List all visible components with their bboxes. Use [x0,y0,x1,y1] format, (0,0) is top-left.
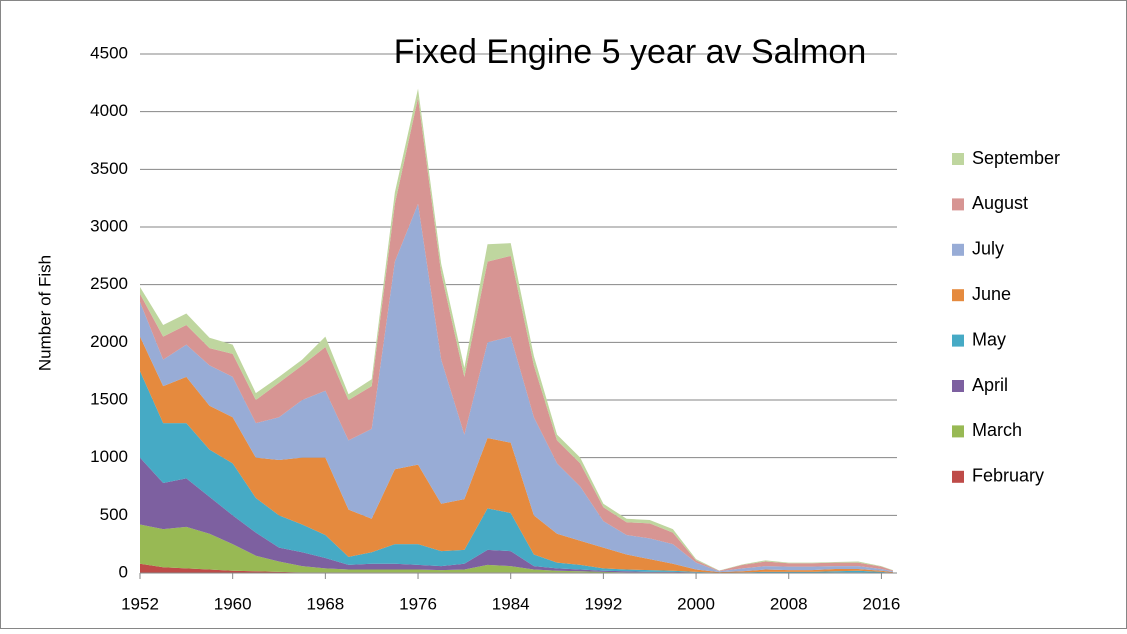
x-tick-label: 1960 [214,594,252,613]
area [140,524,893,573]
x-tick-label: 2016 [863,594,901,613]
legend-label: July [972,239,1004,259]
legend-label: April [972,375,1008,395]
y-tick-label: 1000 [90,447,128,466]
x-tick-label: 1968 [306,594,344,613]
x-tick-label: 2008 [770,594,808,613]
legend-swatch [952,289,964,302]
x-tick-label: 1976 [399,594,437,613]
legend-swatch [952,380,964,392]
y-tick-label: 2000 [90,332,128,351]
legend-swatch [952,470,964,483]
legend-label: May [972,329,1006,349]
legend-label: February [972,466,1044,486]
legend-label: August [972,193,1028,213]
legend-swatch [952,198,964,211]
chart-title: Fixed Engine 5 year av Salmon [394,33,866,71]
y-tick-label: 500 [100,505,128,524]
legend-label: March [972,420,1022,440]
legend-swatch [952,334,964,347]
y-axis-label: Number of Fish [35,255,54,371]
y-tick-label: 4000 [90,101,128,120]
y-tick-label: 1500 [90,389,128,408]
y-tick-label: 2500 [90,274,128,293]
x-tick-label: 1984 [492,594,530,613]
y-tick-label: 4500 [90,43,128,62]
legend-swatch [952,243,964,256]
axes: 0 500 1000 1500 2000 2500 3000 3500 4000 4500 1952… [90,43,900,613]
y-tick-label: 3500 [90,159,128,178]
legend-label: September [972,148,1060,168]
area [140,336,893,573]
area [140,203,893,573]
areas [140,88,893,573]
legend-swatch [952,153,964,165]
area [140,371,893,573]
legend-swatch [952,425,964,438]
x-tick-label: 2000 [677,594,715,613]
area [140,563,893,573]
x-tick-label: 1992 [584,594,622,613]
y-tick-label: 3000 [90,216,128,235]
legend: February March April May June July August Septe… [952,148,1060,486]
legend-label: June [972,284,1011,304]
area [140,97,893,572]
y-tick-label: 0 [119,562,128,581]
x-tick-label: 1952 [121,594,159,613]
